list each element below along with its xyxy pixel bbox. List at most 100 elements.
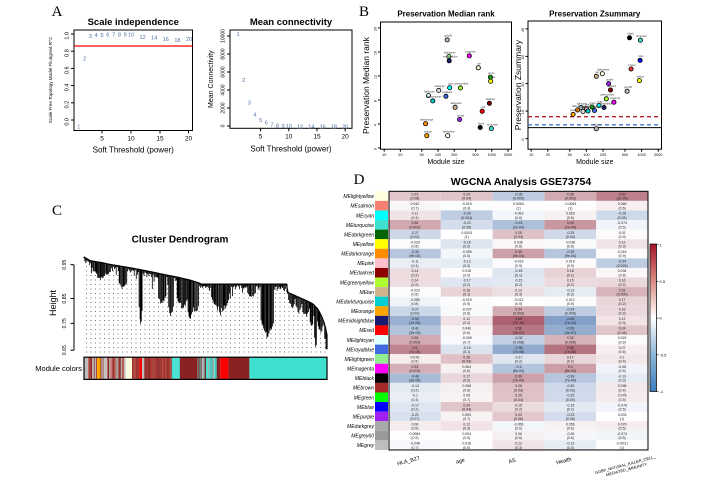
svg-text:darkred: darkred	[607, 84, 616, 88]
svg-text:(0.02): (0.02)	[410, 235, 419, 239]
svg-text:Module size: Module size	[427, 159, 464, 166]
svg-text:(0.08): (0.08)	[410, 197, 419, 201]
svg-text:(0.1): (0.1)	[567, 273, 574, 277]
svg-text:2000: 2000	[504, 153, 512, 157]
svg-text:18: 18	[331, 124, 337, 130]
svg-text:14: 14	[151, 36, 157, 42]
svg-text:(0.9): (0.9)	[515, 302, 522, 306]
svg-text:(7e-06): (7e-06)	[409, 350, 420, 354]
svg-text:(0.7): (0.7)	[463, 417, 470, 421]
svg-text:(0.9): (0.9)	[411, 436, 418, 440]
svg-text:2000: 2000	[654, 153, 662, 157]
svg-text:30: 30	[521, 55, 525, 59]
svg-text:(0.003): (0.003)	[565, 197, 576, 201]
svg-text:(0.6): (0.6)	[567, 427, 574, 431]
svg-text:(0.2): (0.2)	[567, 407, 574, 411]
svg-text:(0.6): (0.6)	[618, 206, 625, 210]
svg-text:(0.8): (0.8)	[567, 245, 574, 249]
svg-text:Health: Health	[556, 457, 573, 467]
svg-text:green: green	[590, 101, 597, 105]
svg-text:0: 0	[660, 316, 663, 321]
svg-text:(7e-04): (7e-04)	[565, 379, 576, 383]
svg-text:(0.04): (0.04)	[514, 398, 523, 402]
svg-text:4: 4	[253, 112, 256, 118]
svg-text:6: 6	[106, 33, 109, 39]
svg-text:(0.8): (0.8)	[463, 312, 470, 316]
svg-text:20: 20	[185, 136, 193, 143]
svg-text:darkgrey: darkgrey	[579, 105, 590, 109]
svg-text:0.5: 0.5	[660, 279, 666, 284]
svg-text:1.0: 1.0	[65, 32, 71, 40]
svg-text:2: 2	[83, 56, 86, 62]
svg-text:darkgreen: darkgreen	[450, 101, 462, 105]
svg-text:darkturquoise: darkturquoise	[426, 95, 442, 99]
svg-text:MEgrey: MEgrey	[357, 443, 375, 449]
svg-text:(7e-10): (7e-10)	[513, 321, 524, 325]
svg-text:(0.9): (0.9)	[567, 302, 574, 306]
svg-text:4000: 4000	[221, 84, 227, 95]
svg-text:(0.9): (0.9)	[463, 302, 470, 306]
svg-text:7: 7	[112, 32, 115, 38]
svg-text:MEdarkred: MEdarkred	[350, 271, 375, 277]
svg-text:(7e-08): (7e-08)	[565, 350, 576, 354]
svg-text:(0.04): (0.04)	[462, 407, 471, 411]
svg-text:16: 16	[320, 124, 326, 130]
svg-text:darkred: darkred	[486, 97, 495, 101]
svg-text:Module colors: Module colors	[35, 364, 82, 373]
svg-text:20: 20	[398, 153, 402, 157]
svg-text:salmon: salmon	[593, 123, 602, 127]
svg-text:blue: blue	[639, 54, 644, 58]
svg-text:(0.04): (0.04)	[514, 235, 523, 239]
svg-text:(0.03): (0.03)	[618, 216, 627, 220]
svg-text:(0.003): (0.003)	[513, 197, 524, 201]
svg-text:(0.2): (0.2)	[411, 273, 418, 277]
svg-text:(0.5): (0.5)	[618, 407, 625, 411]
svg-text:Cluster Dendrogram: Cluster Dendrogram	[132, 235, 229, 246]
svg-text:20: 20	[374, 27, 378, 31]
svg-text:40: 40	[521, 28, 525, 32]
svg-text:orange: orange	[570, 108, 579, 112]
svg-text:0.2: 0.2	[65, 101, 71, 109]
svg-text:12: 12	[140, 35, 146, 41]
svg-text:4: 4	[95, 33, 98, 39]
svg-text:10: 10	[382, 153, 386, 157]
svg-text:AS: AS	[508, 458, 517, 466]
svg-text:MEdarkorange: MEdarkorange	[341, 252, 374, 258]
svg-text:(0.8): (0.8)	[411, 245, 418, 249]
svg-text:(0.004): (0.004)	[409, 369, 420, 373]
svg-text:(0.6): (0.6)	[515, 216, 522, 220]
svg-text:(0.06): (0.06)	[514, 417, 523, 421]
svg-text:(0.04): (0.04)	[566, 235, 575, 239]
svg-text:(0.3): (0.3)	[618, 321, 625, 325]
svg-text:8: 8	[374, 100, 378, 102]
svg-text:(0.3): (0.3)	[463, 427, 470, 431]
svg-text:MEblue: MEblue	[357, 405, 374, 411]
svg-text:brown: brown	[629, 63, 637, 67]
svg-text:(0.4): (0.4)	[411, 264, 418, 268]
svg-text:8: 8	[276, 123, 279, 129]
svg-text:red: red	[481, 105, 485, 109]
svg-text:(0.8): (0.8)	[515, 245, 522, 249]
svg-text:lightgreen: lightgreen	[444, 50, 456, 54]
svg-text:(0.009): (0.009)	[617, 293, 628, 297]
svg-text:(7e-08): (7e-08)	[513, 350, 524, 354]
svg-text:MEblack: MEblack	[355, 376, 375, 382]
svg-text:MEgrey60: MEgrey60	[351, 434, 374, 440]
svg-text:1000: 1000	[637, 153, 645, 157]
svg-text:(0.8): (0.8)	[411, 302, 418, 306]
svg-text:Mean Connectivity: Mean Connectivity	[208, 50, 215, 108]
svg-text:0.85: 0.85	[62, 293, 68, 303]
svg-text:MEorange: MEorange	[351, 309, 374, 315]
svg-text:purple: purple	[606, 77, 614, 81]
svg-text:MEyellow: MEyellow	[353, 242, 375, 248]
svg-text:(0.7): (0.7)	[411, 446, 418, 450]
svg-text:9: 9	[282, 124, 285, 130]
svg-text:WGCNA Analysis GSE73754: WGCNA Analysis GSE73754	[451, 176, 592, 188]
svg-text:1: 1	[660, 242, 663, 247]
svg-text:2: 2	[242, 78, 245, 84]
svg-text:(2e-04): (2e-04)	[565, 225, 576, 229]
svg-text:(0.05): (0.05)	[462, 225, 471, 229]
svg-text:(0.5): (0.5)	[618, 225, 625, 229]
svg-text:500: 500	[472, 153, 478, 157]
svg-text:12: 12	[374, 75, 378, 79]
